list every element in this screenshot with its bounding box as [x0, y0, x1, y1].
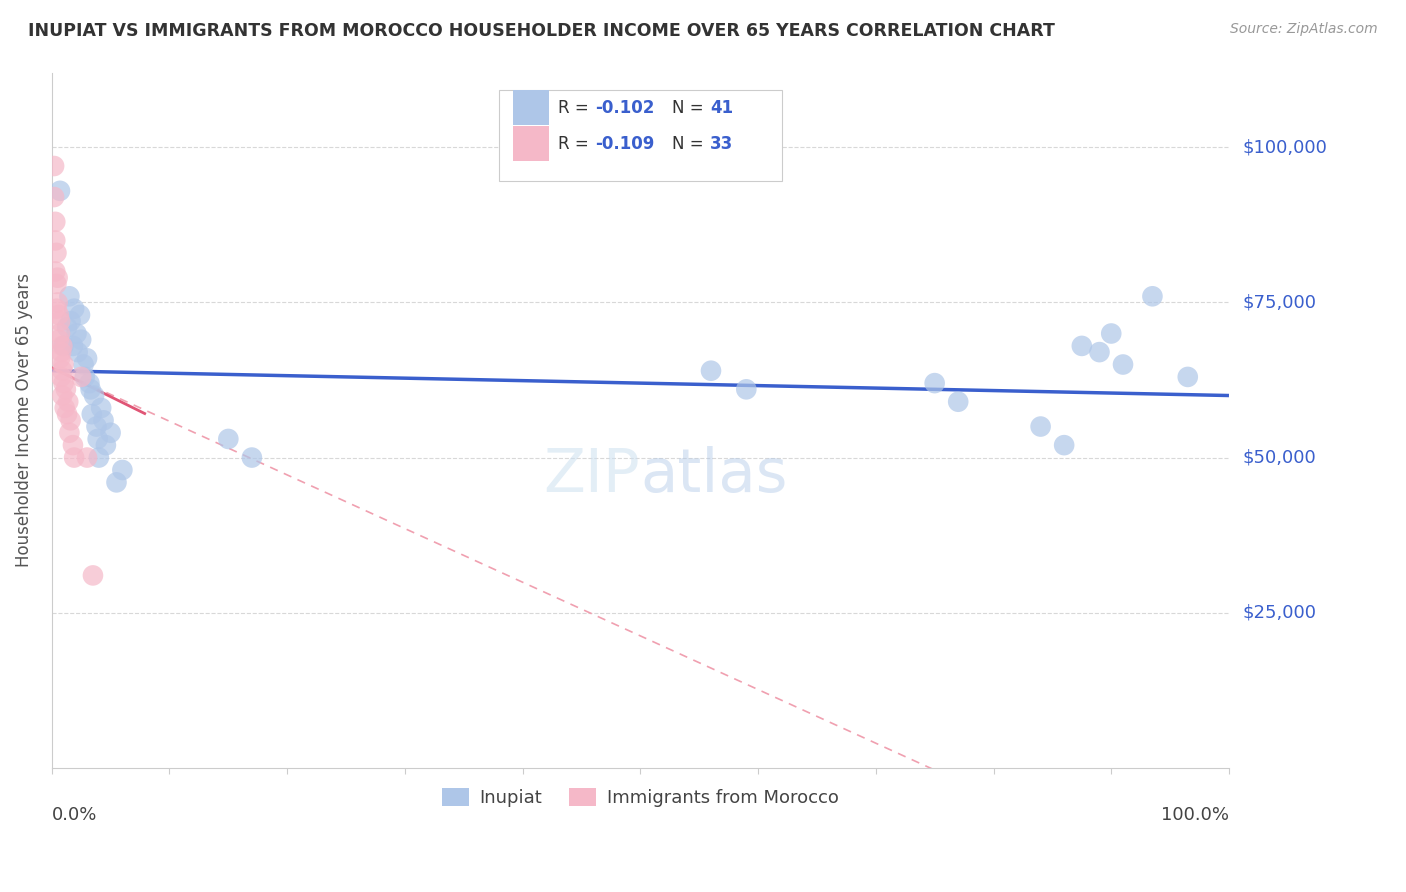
Point — [51, 364, 73, 378]
FancyBboxPatch shape — [499, 90, 782, 181]
Point — [45, 301, 67, 316]
Point — [1142, 289, 1164, 303]
Point — [1112, 358, 1135, 372]
Point — [1053, 438, 1076, 452]
Point — [111, 463, 134, 477]
Point — [45, 277, 67, 291]
Point — [87, 450, 110, 465]
Text: N =: N = — [672, 99, 709, 117]
Point — [76, 351, 98, 366]
Point — [1177, 370, 1199, 384]
Point — [70, 370, 93, 384]
Text: R =: R = — [558, 135, 593, 153]
Point — [52, 376, 75, 391]
Point — [240, 450, 263, 465]
Point — [62, 339, 84, 353]
Point — [76, 450, 98, 465]
Point — [63, 450, 86, 465]
Point — [73, 370, 96, 384]
Point — [49, 184, 72, 198]
Point — [42, 159, 65, 173]
Text: Source: ZipAtlas.com: Source: ZipAtlas.com — [1230, 22, 1378, 37]
Point — [59, 413, 82, 427]
Point — [58, 289, 80, 303]
Text: 41: 41 — [710, 99, 733, 117]
Legend: Inupiat, Immigrants from Morocco: Inupiat, Immigrants from Morocco — [434, 781, 846, 814]
Point — [94, 438, 117, 452]
Point — [52, 339, 75, 353]
Point — [1099, 326, 1122, 341]
Point — [700, 364, 723, 378]
Text: $100,000: $100,000 — [1243, 138, 1327, 156]
Point — [80, 407, 103, 421]
Point — [66, 345, 89, 359]
Point — [49, 351, 72, 366]
Point — [90, 401, 112, 415]
Point — [46, 295, 69, 310]
Text: -0.102: -0.102 — [596, 99, 655, 117]
Point — [56, 320, 79, 334]
Text: $75,000: $75,000 — [1243, 293, 1317, 311]
Text: ZIP: ZIP — [544, 446, 640, 506]
Text: R =: R = — [558, 99, 593, 117]
Point — [51, 370, 73, 384]
Point — [62, 438, 84, 452]
Point — [51, 388, 73, 402]
Point — [56, 407, 79, 421]
Point — [1070, 339, 1092, 353]
Point — [924, 376, 946, 391]
Point — [1088, 345, 1111, 359]
Text: 100.0%: 100.0% — [1161, 805, 1229, 824]
Point — [79, 382, 101, 396]
Point — [45, 245, 67, 260]
Point — [53, 401, 76, 415]
Point — [1029, 419, 1052, 434]
Point — [100, 425, 122, 440]
Y-axis label: Householder Income Over 65 years: Householder Income Over 65 years — [15, 273, 32, 567]
Text: 33: 33 — [710, 135, 733, 153]
Point — [48, 333, 70, 347]
Point — [52, 358, 75, 372]
Point — [51, 339, 73, 353]
Point — [58, 394, 80, 409]
Point — [58, 425, 80, 440]
Point — [44, 234, 66, 248]
Point — [46, 270, 69, 285]
Point — [44, 215, 66, 229]
Point — [49, 314, 72, 328]
Point — [65, 326, 87, 341]
Point — [948, 394, 970, 409]
Point — [44, 264, 66, 278]
FancyBboxPatch shape — [513, 90, 548, 125]
Text: INUPIAT VS IMMIGRANTS FROM MOROCCO HOUSEHOLDER INCOME OVER 65 YEARS CORRELATION : INUPIAT VS IMMIGRANTS FROM MOROCCO HOUSE… — [28, 22, 1054, 40]
Point — [72, 358, 94, 372]
Text: 0.0%: 0.0% — [52, 805, 97, 824]
Point — [49, 326, 72, 341]
Point — [51, 345, 73, 359]
Point — [83, 388, 105, 402]
Text: $25,000: $25,000 — [1243, 604, 1317, 622]
Point — [82, 568, 104, 582]
Point — [69, 308, 91, 322]
Text: N =: N = — [672, 135, 709, 153]
Point — [55, 382, 77, 396]
Point — [86, 432, 108, 446]
FancyBboxPatch shape — [513, 127, 548, 161]
Point — [105, 475, 128, 490]
Point — [59, 314, 82, 328]
Point — [70, 333, 93, 347]
Text: -0.109: -0.109 — [596, 135, 655, 153]
Point — [86, 419, 108, 434]
Point — [93, 413, 115, 427]
Text: $50,000: $50,000 — [1243, 449, 1316, 467]
Point — [42, 190, 65, 204]
Text: atlas: atlas — [640, 446, 787, 506]
Point — [48, 308, 70, 322]
Point — [79, 376, 101, 391]
Point — [63, 301, 86, 316]
Point — [735, 382, 758, 396]
Point — [217, 432, 239, 446]
